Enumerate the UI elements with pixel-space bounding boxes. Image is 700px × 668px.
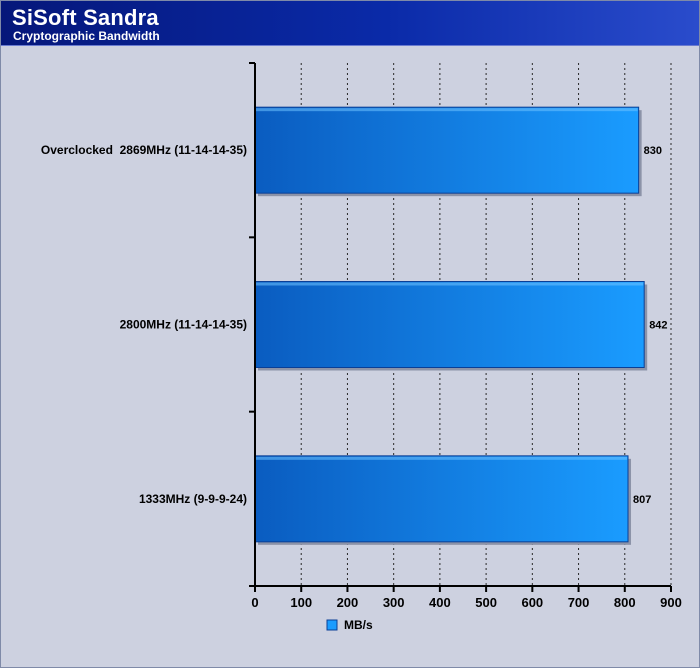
bar bbox=[254, 106, 640, 194]
x-tick-label: 800 bbox=[614, 595, 636, 610]
x-tick-label: 300 bbox=[383, 595, 405, 610]
bar-highlight bbox=[256, 282, 644, 286]
chart-header: SiSoft Sandra Cryptographic Bandwidth bbox=[1, 1, 699, 46]
data-label: 842 bbox=[649, 320, 667, 332]
x-tick-label: 0 bbox=[251, 595, 258, 610]
legend-label: MB/s bbox=[344, 618, 373, 632]
data-label: 807 bbox=[633, 494, 651, 506]
legend-swatch bbox=[326, 619, 338, 631]
bar bbox=[254, 455, 629, 543]
x-tick-label: 900 bbox=[660, 595, 682, 610]
bar bbox=[254, 281, 645, 368]
category-label: 1333MHz (9-9-9-24) bbox=[139, 492, 247, 506]
bar-highlight bbox=[256, 108, 638, 112]
x-tick-label: 500 bbox=[475, 595, 497, 610]
x-tick-label: 400 bbox=[429, 595, 451, 610]
bar-highlight bbox=[256, 456, 628, 460]
axes: Overclocked 2869MHz (11-14-14-35) 2800MHz… bbox=[41, 62, 682, 610]
category-label: 2800MHz (11-14-14-35) bbox=[120, 318, 247, 332]
x-tick-label: 200 bbox=[337, 595, 359, 610]
data-label: 830 bbox=[644, 145, 662, 157]
x-tick-label: 700 bbox=[568, 595, 590, 610]
chart-title: SiSoft Sandra bbox=[12, 5, 159, 30]
category-label: Overclocked 2869MHz (11-14-14-35) bbox=[41, 143, 247, 157]
x-tick-label: 100 bbox=[290, 595, 312, 610]
chart-subtitle: Cryptographic Bandwidth bbox=[13, 29, 160, 43]
legend: MB/s bbox=[326, 618, 373, 632]
bars: 830 842 807 bbox=[254, 106, 668, 545]
x-tick-label: 600 bbox=[521, 595, 543, 610]
